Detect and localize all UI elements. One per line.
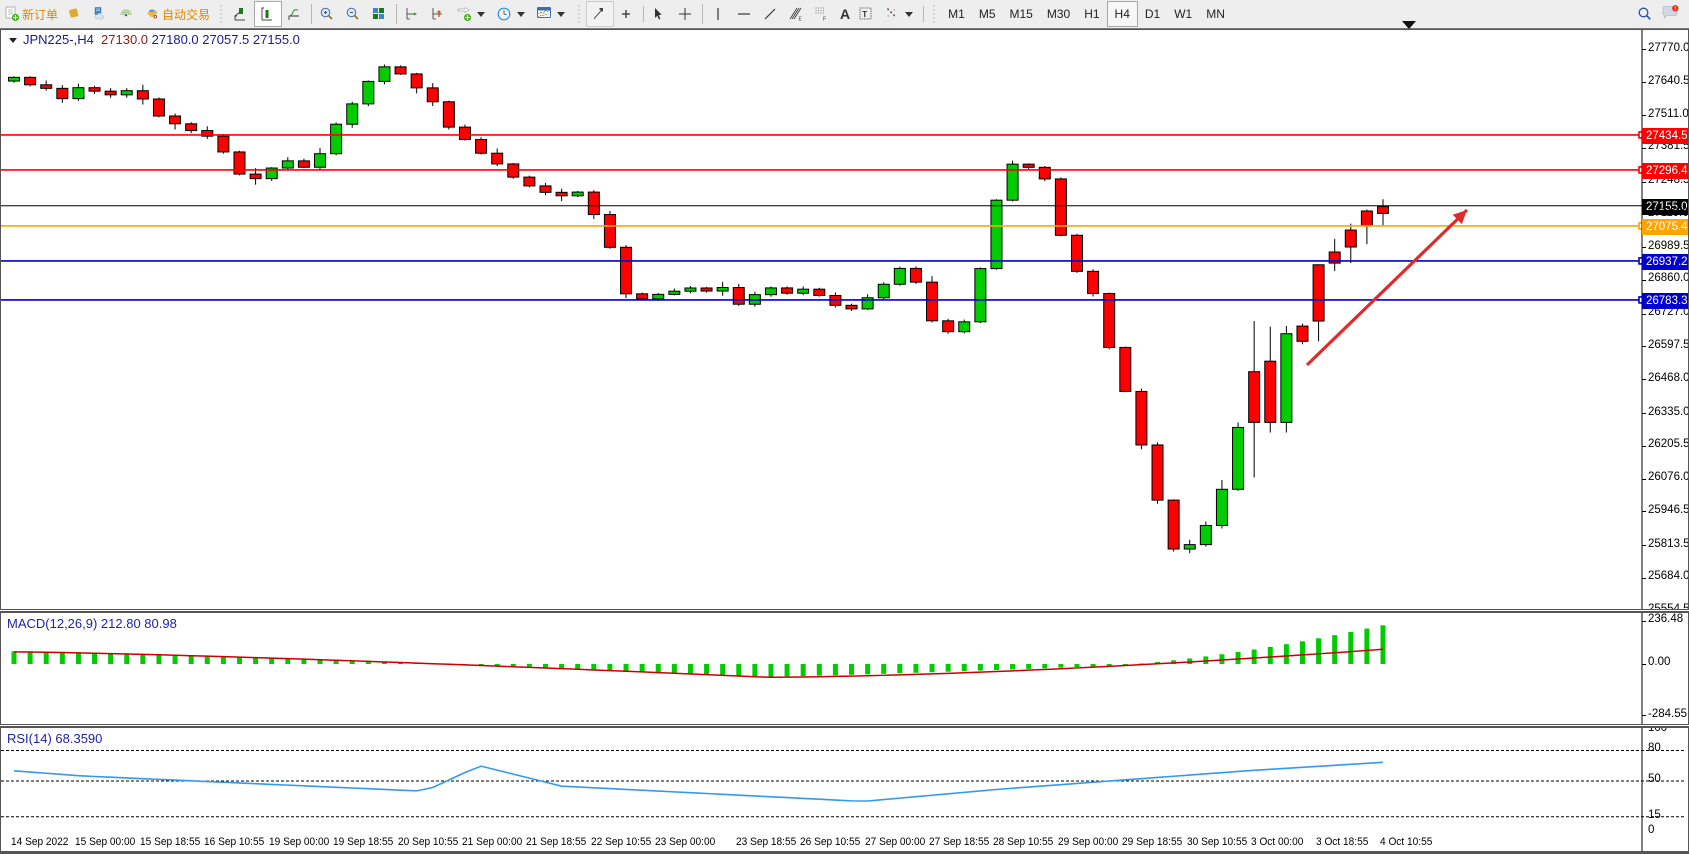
svg-text:F: F [823, 17, 826, 23]
svg-text:T: T [862, 10, 867, 19]
svg-text:E: E [799, 17, 803, 23]
